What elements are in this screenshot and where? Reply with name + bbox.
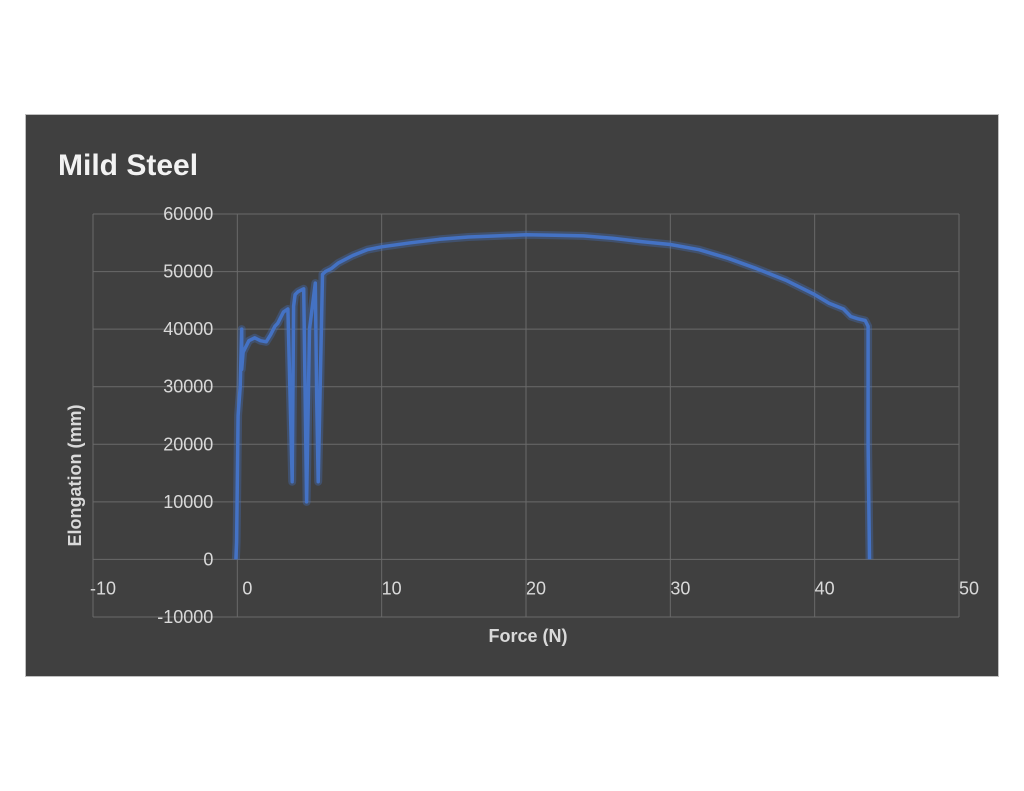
x-tick-label: 50 [959, 578, 979, 598]
y-tick-label: 60000 [163, 204, 213, 224]
chart-title: Mild Steel [58, 149, 199, 182]
y-tick-label: 10000 [163, 492, 213, 512]
y-tick-label: 0 [203, 549, 213, 569]
series-line [234, 232, 872, 560]
x-tick-label: 0 [242, 578, 252, 598]
x-tick-label: 10 [382, 578, 402, 598]
x-tick-label: 30 [670, 578, 690, 598]
x-tick-label: -10 [90, 578, 116, 598]
y-tick-label: -10000 [157, 607, 213, 627]
y-tick-label: 20000 [163, 434, 213, 454]
y-tick-label: 40000 [163, 319, 213, 339]
x-tick-label: 40 [815, 578, 835, 598]
chart-plot: -10000 0 10000 20000 30000 40000 50000 60000 -10… [65, 204, 979, 646]
y-axis-title: Elongation (mm) [65, 405, 85, 547]
y-tick-label: 50000 [163, 262, 213, 282]
y-tick-label: 30000 [163, 377, 213, 397]
series-line-glow [231, 230, 874, 560]
chart-panel: Mild Steel -10000 0 10000 20000 30000 40000 50… [25, 114, 999, 677]
x-axis-title: Force (N) [488, 626, 567, 646]
x-tick-label: 20 [526, 578, 546, 598]
